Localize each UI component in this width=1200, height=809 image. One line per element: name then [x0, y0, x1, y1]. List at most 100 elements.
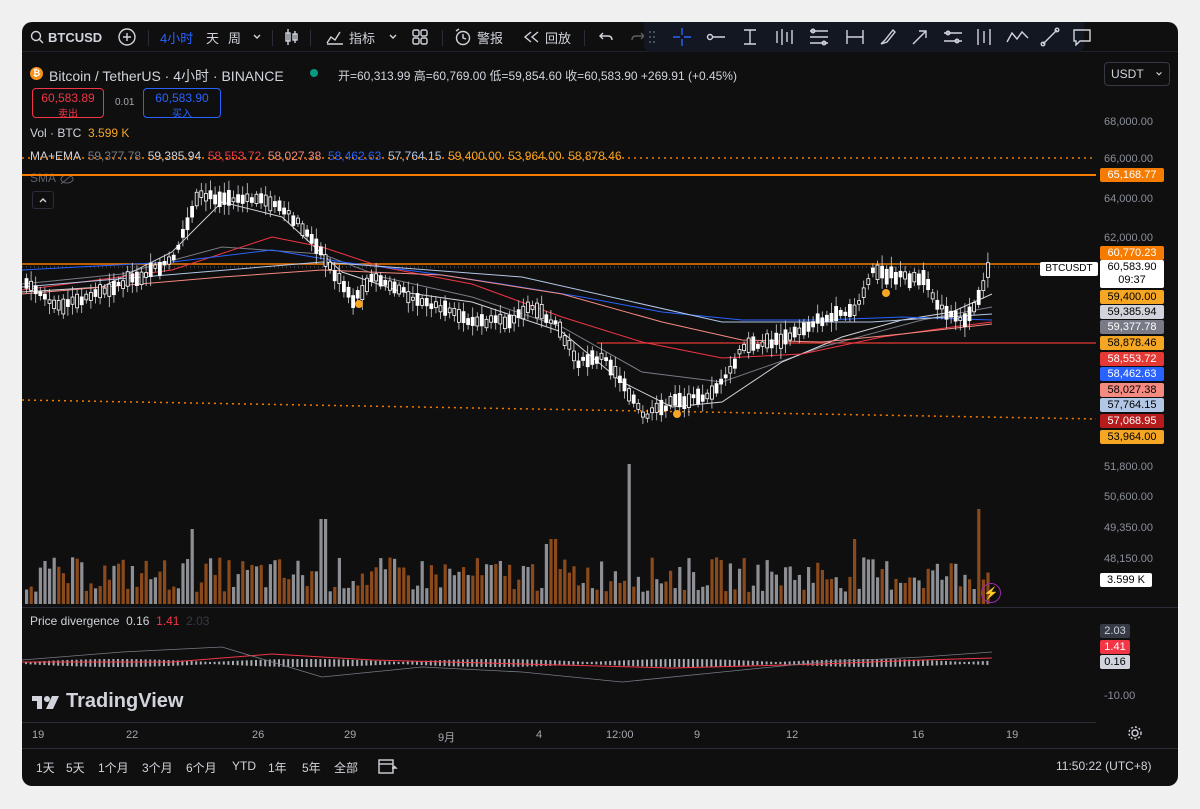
ma-value: 59,400.00: [448, 149, 502, 163]
volume-bar: [107, 579, 111, 604]
candle-body: [912, 271, 917, 283]
pitchfork-tool-icon[interactable]: [844, 22, 866, 52]
vertical-line-tool-icon[interactable]: [740, 22, 760, 52]
pane-divider[interactable]: [22, 607, 1178, 608]
volume-bar: [549, 539, 553, 604]
bars-pattern-tool-icon[interactable]: [774, 22, 794, 52]
interval-4h-button[interactable]: 4小时: [160, 30, 194, 46]
compare-button[interactable]: [118, 22, 136, 52]
time-axis[interactable]: [22, 722, 1096, 744]
candle-body: [171, 254, 176, 261]
candle-body: [981, 280, 986, 292]
arrow-tool-icon[interactable]: [910, 22, 930, 52]
long-position-tool-icon[interactable]: [974, 22, 994, 52]
interval-day-button[interactable]: 天: [206, 30, 220, 46]
volume-bar: [517, 579, 521, 604]
clock-display[interactable]: 11:50:22 (UTC+8): [1056, 759, 1152, 773]
volume-bar: [80, 562, 84, 604]
buy-button[interactable]: 60,583.90 买入: [143, 88, 221, 120]
candle-body: [66, 299, 70, 307]
candle-body: [668, 396, 673, 406]
divergence-bar: [268, 659, 271, 667]
undo-button[interactable]: [598, 22, 614, 52]
candle-body: [392, 281, 397, 294]
range-button[interactable]: 5年: [302, 761, 321, 775]
goto-date-button[interactable]: [378, 757, 398, 778]
alert-button[interactable]: 警报: [454, 22, 503, 52]
volume-bar: [857, 588, 861, 604]
tradingview-logo[interactable]: TradingView: [32, 690, 183, 713]
volume-bar: [89, 583, 93, 604]
sell-button[interactable]: 60,583.89 卖出: [32, 88, 104, 120]
indicators-button[interactable]: 指标: [326, 22, 375, 52]
collapse-legend-button[interactable]: [32, 191, 54, 209]
fib-tool-icon[interactable]: [808, 22, 830, 52]
range-button[interactable]: 1天: [36, 761, 55, 775]
axis-settings-button[interactable]: [1128, 726, 1142, 743]
layout-button[interactable]: [412, 22, 428, 52]
volume-legend[interactable]: Vol · BTC 3.599 K: [30, 126, 129, 140]
time-axis-label: 19: [32, 729, 45, 741]
volume-bar: [885, 561, 889, 604]
drag-handle-icon[interactable]: [648, 22, 656, 52]
range-button[interactable]: 6个月: [186, 761, 217, 775]
range-button[interactable]: YTD: [232, 759, 256, 773]
range-button[interactable]: 1个月: [98, 761, 129, 775]
candle-body: [797, 327, 802, 336]
divergence-bar: [618, 660, 621, 666]
replay-button[interactable]: 回放: [522, 22, 571, 52]
divergence-bar: [977, 661, 980, 665]
divergence-bar: [728, 659, 731, 667]
divergence-bar: [802, 660, 805, 666]
volume-bar: [245, 569, 249, 604]
candle-body: [61, 298, 66, 315]
trend-line-tool-icon[interactable]: [706, 22, 726, 52]
divergence-bar: [29, 661, 32, 665]
price-axis-label: 51,800.00: [1104, 461, 1153, 473]
divergence-bar: [632, 659, 635, 667]
divergence-bar: [793, 661, 796, 665]
volume-bar: [388, 557, 392, 604]
range-button[interactable]: 全部: [334, 761, 359, 775]
lightning-icon[interactable]: ⚡: [981, 583, 1001, 603]
candle-body: [231, 197, 236, 203]
volume-bar: [627, 464, 631, 604]
note-tool-icon[interactable]: [1072, 22, 1092, 52]
crosshair-tool-icon[interactable]: [672, 22, 692, 52]
brush-tool-icon[interactable]: [878, 22, 898, 52]
interval-week-button[interactable]: 周: [228, 30, 242, 46]
candle-body: [963, 313, 967, 327]
symbol-search-button[interactable]: BTCUSD: [30, 22, 102, 52]
volume-bar: [204, 563, 208, 604]
range-button[interactable]: 1年: [268, 761, 287, 775]
divergence-legend[interactable]: Price divergence 0.16 1.41 2.03: [30, 614, 209, 628]
ma-value: 58,878.46: [568, 149, 622, 163]
pattern-tool-icon[interactable]: [1006, 22, 1030, 52]
divergence-bar: [282, 659, 285, 667]
line-tool-icon[interactable]: [1040, 22, 1060, 52]
interval-dropdown[interactable]: [252, 22, 262, 52]
volume-bar: [673, 588, 677, 604]
volume-bar: [871, 559, 875, 604]
range-button[interactable]: 3个月: [142, 761, 173, 775]
candle-body: [190, 206, 195, 218]
indicators-dropdown[interactable]: [388, 22, 398, 52]
price-level-tag: 58,553.72: [1100, 352, 1164, 366]
symbol-title[interactable]: Bitcoin / TetherUS · 4小时 · BINANCE: [49, 68, 284, 84]
price-chart[interactable]: [22, 22, 1096, 722]
chart-type-button[interactable]: [284, 22, 300, 52]
ma-ema-legend[interactable]: MA+EMA 59,377.78 59,385.94 58,553.72 58,…: [30, 149, 622, 163]
candle-body: [756, 344, 760, 349]
measure-tool-icon[interactable]: [942, 22, 964, 52]
candle-body: [866, 278, 871, 286]
range-button[interactable]: 5天: [66, 761, 85, 775]
divergence-bar: [885, 659, 888, 667]
candle-body: [838, 309, 843, 316]
candle-body: [815, 313, 820, 324]
divergence-bar: [535, 659, 538, 667]
divergence-bar: [738, 660, 740, 666]
divergence-bar: [181, 660, 184, 666]
volume-bar: [144, 560, 148, 604]
currency-select[interactable]: USDT: [1104, 62, 1170, 86]
price-level-tag: 58,027.38: [1100, 383, 1164, 397]
